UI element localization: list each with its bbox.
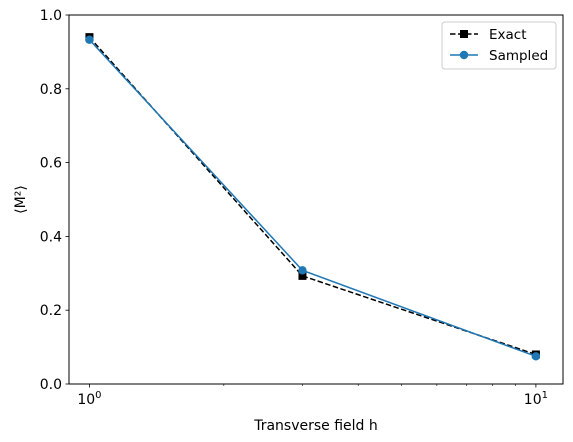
legend-label: Sampled [489,48,548,64]
x-axis-label: Transverse field h [253,418,378,434]
x-tick-exponent: 0 [95,390,101,401]
legend-marker [460,30,468,38]
data-point [298,266,307,275]
y-tick-label: 0.2 [40,303,62,319]
y-tick-label: 0.4 [40,229,62,245]
y-tick-label: 1.0 [40,8,62,24]
series-layer [85,33,541,361]
legend: Exact Sampled [441,21,557,70]
y-tick-label: 0.8 [40,82,62,98]
series-line-exact [88,36,537,356]
data-point [298,271,307,280]
y-tick-label: 0.0 [40,377,62,393]
legend-marker [459,50,469,60]
x-tick-label: 101 [524,390,548,408]
y-axis-label: ⟨M²⟩ [13,185,29,214]
legend-label: Exact [489,27,527,43]
data-point [85,35,94,44]
data-point [531,352,541,361]
x-tick-exponent: 1 [542,390,548,401]
y-tick-label: 0.6 [40,156,62,172]
series-line-sampled [88,39,537,358]
x-tick-base: 10 [524,392,542,408]
x-tick-base: 10 [77,392,95,408]
x-tick-label: 100 [77,390,101,408]
plot-frame [68,14,564,385]
